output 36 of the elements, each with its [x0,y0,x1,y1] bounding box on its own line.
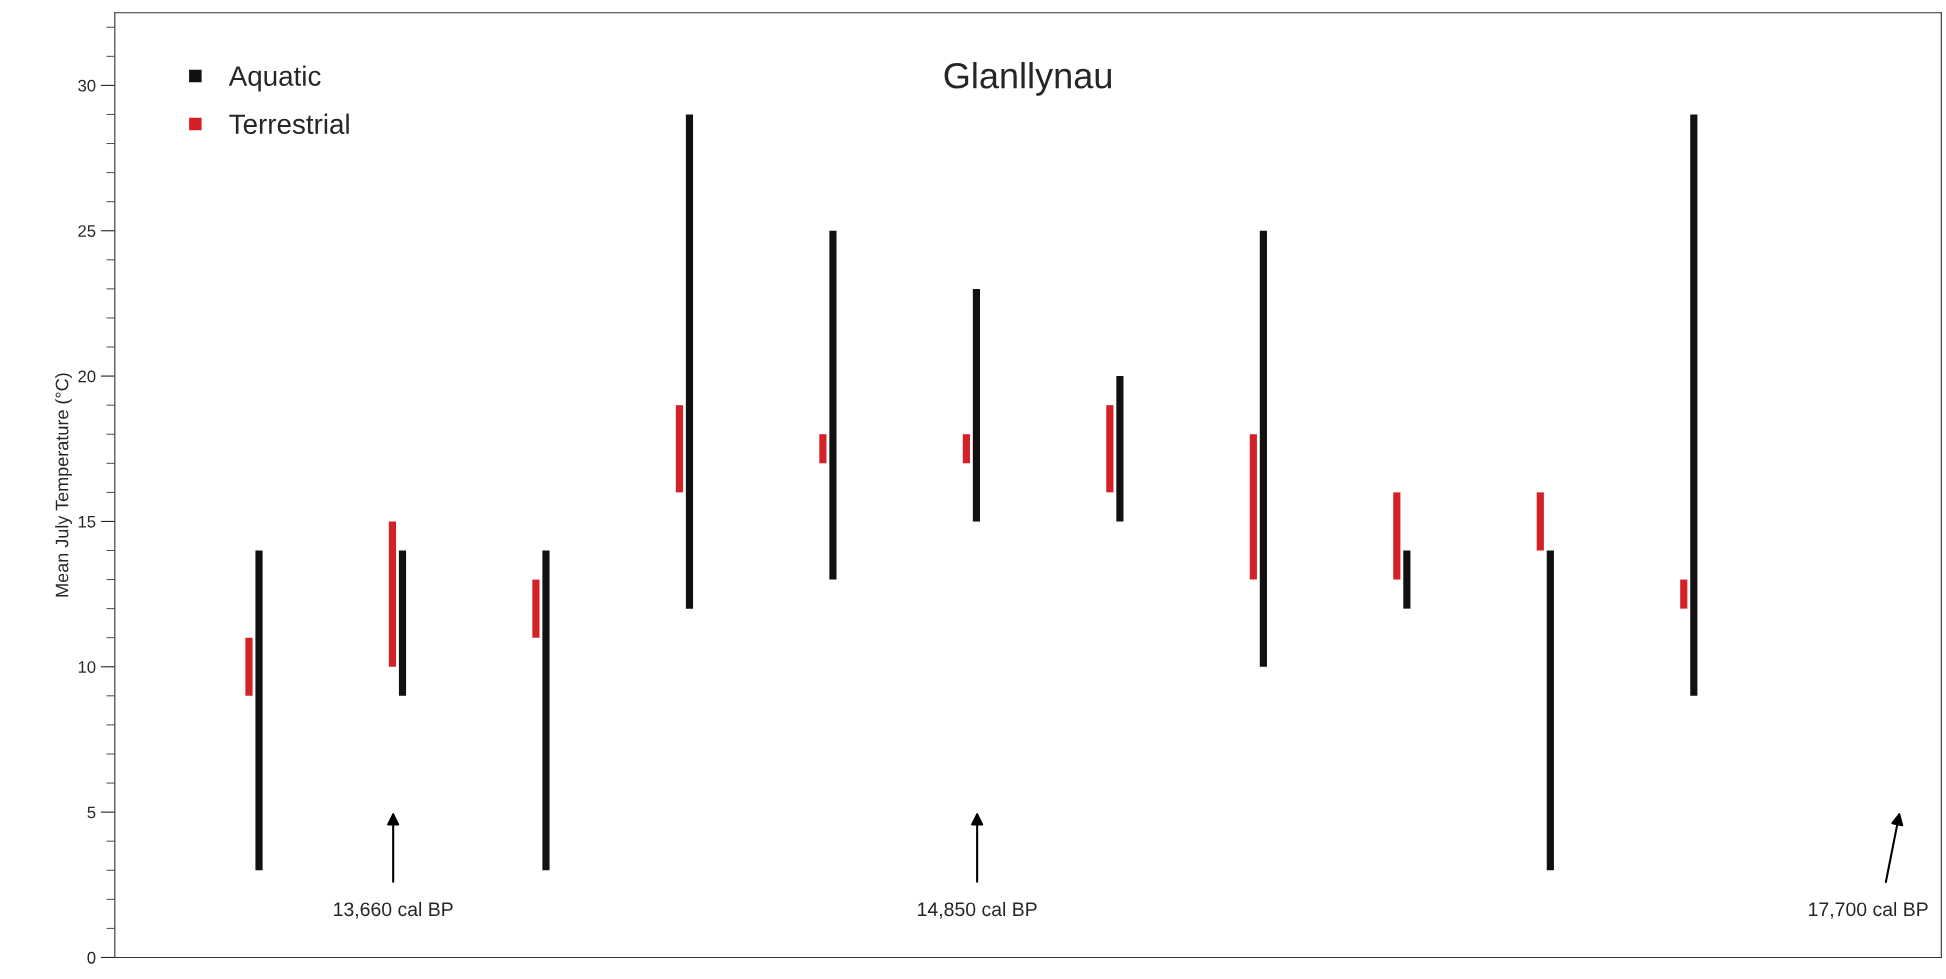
bar [398,550,407,696]
bar [1403,550,1411,609]
bar [1116,376,1124,522]
text: 17,700 cal BP [1809,901,1928,919]
y-tick-label: 5 [87,806,96,819]
bar [245,637,253,696]
y-tick-label: 20 [78,370,96,383]
bar [1249,434,1257,580]
bar [685,114,694,609]
y-axis-title: Mean July Temperature (°C) [55,373,72,597]
legend-label: Aquatic [228,65,321,92]
bar [1546,550,1554,871]
bar [829,230,837,580]
bar [1393,492,1401,580]
legend-label: Terrestrial [229,113,349,135]
bar [542,550,550,871]
bar [1680,579,1688,609]
bar [1106,405,1114,493]
bar [675,405,683,493]
y-tick-label: 15 [78,516,96,528]
bar [962,434,970,464]
y-tick-label: 25 [78,225,96,237]
text: Glanllynau [944,62,1111,96]
bar [532,579,540,638]
bar [1259,230,1267,667]
bar [819,434,827,464]
bar [972,288,981,522]
annotation: 13,660 cal BP [334,901,453,919]
bar [388,521,397,667]
bar [255,550,263,871]
y-tick-label: 10 [78,661,96,673]
y-tick-label: 0 [87,951,96,964]
annotation: 14,850 cal BP [918,901,1037,919]
bar [1536,492,1544,551]
bar [1690,114,1698,696]
y-tick-label: 30 [78,79,96,92]
